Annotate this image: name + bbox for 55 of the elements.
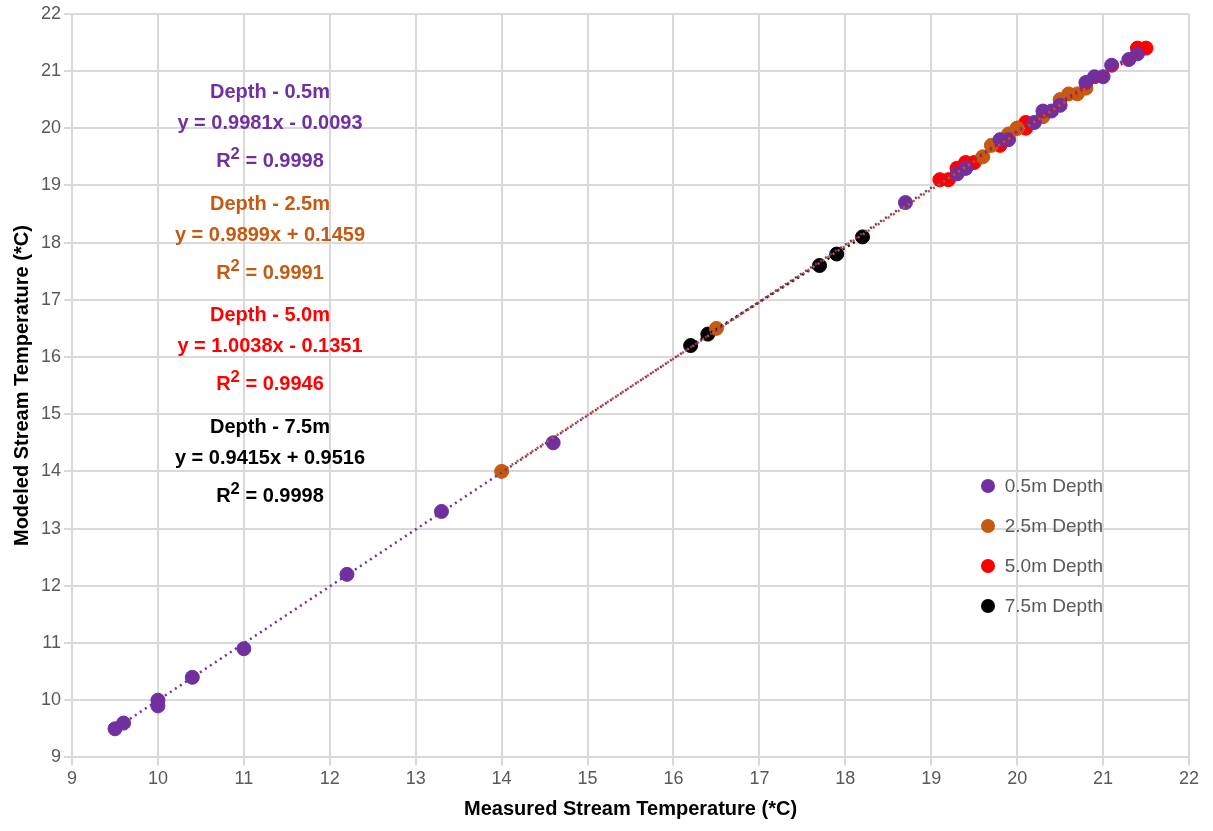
y-tick-label: 10 [40, 689, 62, 710]
annotation: y = 0.9981x - 0.0093 [176, 110, 364, 135]
annotation: y = 1.0038x - 0.1351 [176, 333, 364, 359]
x-tick-label: 17 [749, 768, 770, 789]
y-tick-label: 15 [40, 403, 62, 424]
point [897, 195, 913, 211]
annotation: Depth - 0.5m [209, 79, 331, 104]
point [494, 463, 510, 479]
point [184, 669, 200, 685]
y-tick-label: 16 [40, 345, 62, 366]
y-tick-label: 20 [40, 117, 62, 138]
legend-label: 5.0m Depth [1004, 555, 1103, 577]
annotation: Depth - 7.5m [209, 413, 331, 439]
point [236, 641, 252, 657]
y-tick-label: 9 [51, 746, 62, 767]
y-tick-label: 19 [40, 174, 62, 195]
x-tick-label: 14 [491, 768, 512, 789]
y-tick-label: 22 [40, 2, 62, 23]
x-tick-label: 13 [405, 768, 426, 789]
point [339, 566, 355, 582]
annotation: R$^{2}$ = 0.9946 [215, 366, 325, 396]
annotation: R$^{2}$ = 0.9998 [215, 477, 325, 508]
x-axis-title: Measured Stream Temperature (*C) [463, 796, 798, 819]
y-tick-label: 11 [42, 631, 62, 652]
annotation: Depth - 2.5m [209, 190, 331, 216]
y-tick-label: 13 [40, 517, 62, 538]
legend-label: 7.5m Depth [1004, 595, 1103, 617]
x-tick-label: 22 [1178, 768, 1200, 789]
x-tick-label: 18 [835, 768, 856, 789]
y-tick-label: 21 [40, 59, 62, 80]
y-axis-title: Modeled Stream Temperature (*C) [9, 225, 32, 547]
annotation: y = 0.9415x + 0.9516 [173, 444, 367, 470]
x-tick-label: 21 [1093, 768, 1114, 789]
x-tick-label: 10 [147, 768, 168, 789]
x-tick-label: 16 [663, 768, 684, 789]
x-tick-label: 19 [921, 768, 942, 789]
x-tick-label: 11 [234, 768, 254, 789]
x-tick-label: 9 [67, 768, 78, 789]
y-tick-label: 18 [40, 231, 62, 252]
point [433, 503, 449, 519]
x-tick-label: 15 [577, 768, 598, 789]
annotation: R$^{2}$ = 0.9998 [215, 143, 325, 173]
annotation: y = 0.9899x + 0.1459 [173, 221, 367, 247]
x-tick-label: 12 [319, 768, 340, 789]
legend-label: 0.5m Depth [1004, 475, 1103, 497]
y-tick-label: 17 [40, 288, 62, 309]
point [1129, 46, 1145, 62]
annotation: Depth - 5.0m [209, 302, 331, 328]
y-tick-label: 12 [40, 574, 62, 595]
x-tick-label: 20 [1007, 768, 1028, 789]
legend-label: 2.5m Depth [1004, 515, 1103, 537]
y-tick-label: 14 [40, 460, 62, 481]
point [1104, 57, 1120, 73]
point [116, 715, 132, 731]
annotation: R$^{2}$ = 0.9991 [215, 254, 325, 285]
